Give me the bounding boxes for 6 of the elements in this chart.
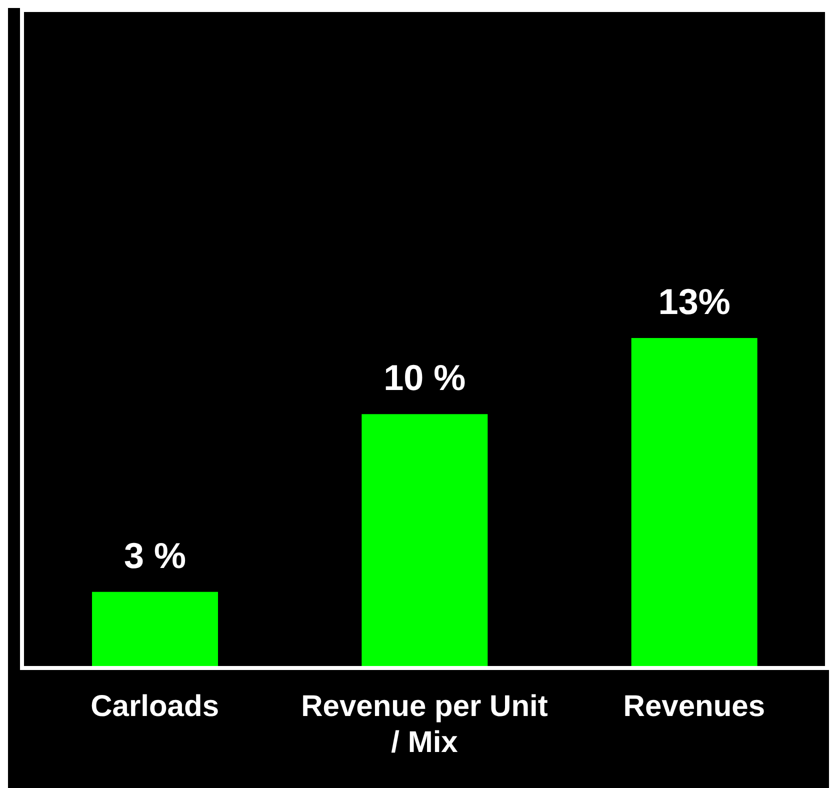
x-tick-label: Revenues: [623, 690, 766, 723]
x-tick-label: Revenue per Unit / Mix: [301, 690, 548, 759]
data-label: 13%: [658, 281, 730, 322]
data-label: 10 %: [384, 357, 466, 398]
x-tick-label: Carloads: [90, 690, 220, 723]
data-label: 3 %: [124, 534, 186, 576]
